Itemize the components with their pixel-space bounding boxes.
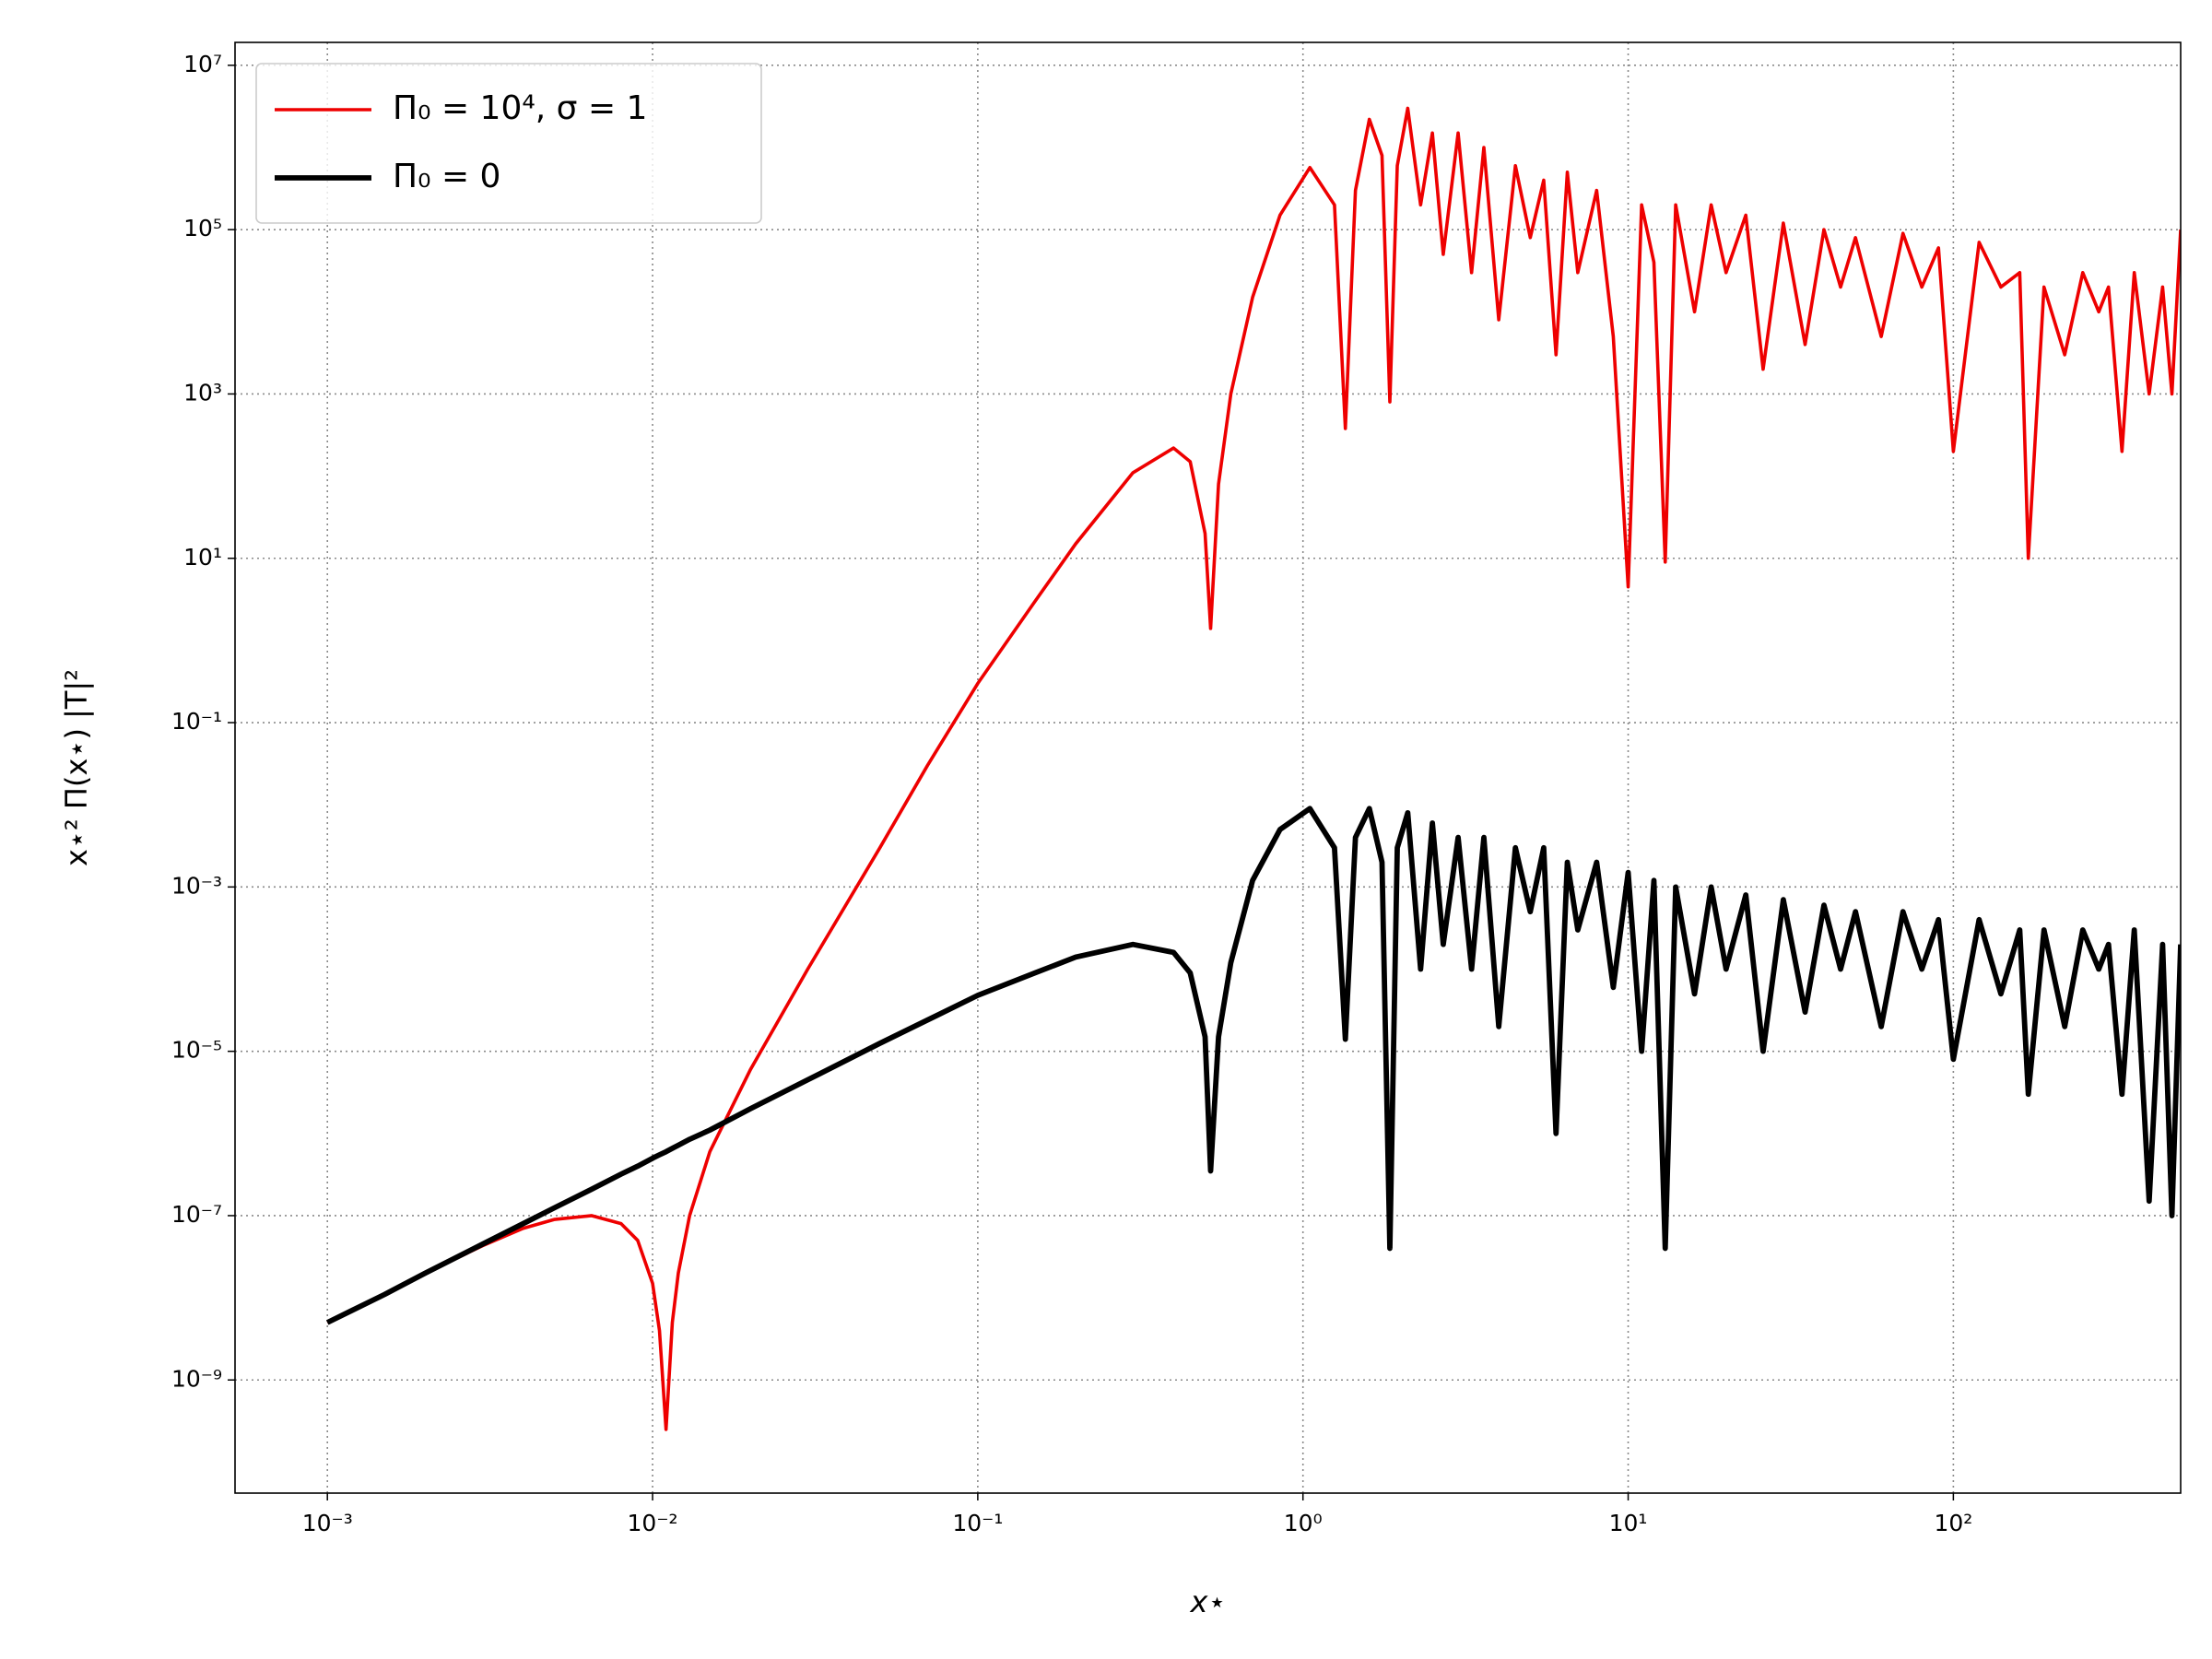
x-tick-label: 10⁰ xyxy=(1284,1510,1323,1536)
y-axis-label: x⋆² Π(x⋆) |T|² xyxy=(59,669,94,866)
x-tick-label: 10⁻² xyxy=(628,1510,678,1536)
legend-label: Π₀ = 10⁴, σ = 1 xyxy=(393,89,647,127)
x-tick-label: 10⁻¹ xyxy=(952,1510,1003,1536)
y-tick-label: 10⁻³ xyxy=(171,872,222,899)
x-tick-label: 10⁻³ xyxy=(302,1510,353,1536)
y-tick-label: 10⁻⁷ xyxy=(171,1201,222,1228)
y-tick-label: 10⁻⁹ xyxy=(171,1365,222,1392)
y-tick-label: 10⁵ xyxy=(183,215,222,241)
y-tick-label: 10⁻¹ xyxy=(171,708,222,735)
x-tick-label: 10² xyxy=(1934,1510,1972,1536)
y-tick-label: 10⁻⁵ xyxy=(171,1037,222,1064)
y-tick-label: 10³ xyxy=(183,379,222,406)
x-tick-label: 10¹ xyxy=(1609,1510,1648,1536)
legend-label: Π₀ = 0 xyxy=(393,158,500,195)
y-tick-label: 10¹ xyxy=(183,544,222,571)
y-tick-label: 10⁷ xyxy=(183,51,222,77)
plot-lines xyxy=(325,106,2181,1431)
plot-frame xyxy=(234,41,2182,1494)
legend-box xyxy=(255,63,762,224)
data-line xyxy=(325,806,2181,1325)
x-axis-label: x⋆ xyxy=(1190,1584,1227,1619)
data-line xyxy=(326,106,2181,1431)
